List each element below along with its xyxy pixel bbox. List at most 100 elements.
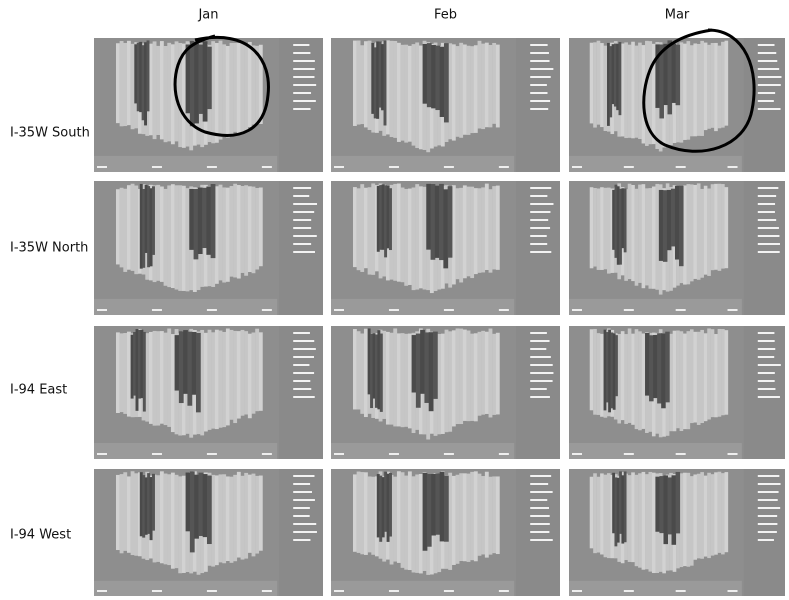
panel-tick <box>97 309 107 311</box>
panel-dark <box>614 184 618 258</box>
legend-swatch <box>757 243 780 245</box>
legend-swatch <box>757 507 781 509</box>
panel-dark <box>210 183 216 259</box>
panel-light <box>360 184 365 272</box>
legend-swatch <box>757 108 781 110</box>
panel-dark <box>667 477 673 535</box>
legend-swatch <box>757 68 780 70</box>
panel-light <box>589 187 594 269</box>
panel <box>331 469 560 596</box>
panel-dark <box>174 335 180 391</box>
panel-tick <box>675 590 686 592</box>
legend-swatch <box>757 227 779 229</box>
panel-light <box>700 40 704 136</box>
panel-dark <box>376 41 380 119</box>
panel-light <box>258 187 263 267</box>
panel-light <box>404 188 409 286</box>
legend-swatch <box>530 251 552 253</box>
panel-light <box>600 187 604 270</box>
panel-light <box>700 188 704 278</box>
panel-light <box>214 186 219 284</box>
panel-dark <box>435 45 441 111</box>
panel-light <box>404 44 409 143</box>
legend-swatch <box>293 227 312 229</box>
panel-light <box>236 185 241 279</box>
panel-dark <box>372 333 376 399</box>
panel-light <box>255 45 260 124</box>
panel-light <box>459 42 464 138</box>
panel-light <box>634 188 639 286</box>
panel-dark <box>144 477 148 535</box>
panel-light <box>689 184 694 282</box>
panel-dark <box>605 332 609 403</box>
panel-dark <box>443 475 449 542</box>
panel-light <box>437 333 442 435</box>
panel-light <box>156 475 161 562</box>
panel-light <box>152 330 157 426</box>
panel-dark <box>663 43 668 106</box>
panel-dark <box>139 472 143 537</box>
legend-swatch <box>757 251 780 253</box>
panel-light <box>163 45 168 143</box>
panel-light <box>689 45 694 137</box>
panel-light <box>218 330 223 428</box>
panel-light <box>222 44 227 137</box>
panel-tick <box>97 453 107 455</box>
panel-light <box>411 44 416 146</box>
panel-light <box>236 471 241 558</box>
legend-swatch <box>293 211 315 213</box>
panel-light <box>356 471 361 553</box>
panel-light <box>225 187 230 282</box>
panel-dark <box>149 188 153 267</box>
panel-light <box>600 333 604 417</box>
panel-dark <box>141 45 145 121</box>
legend-swatch <box>293 515 310 517</box>
panel-light <box>218 184 223 281</box>
panel-light <box>679 331 684 432</box>
panel-light <box>627 475 632 562</box>
panel-dark <box>376 185 380 252</box>
panel-light <box>488 476 493 555</box>
panel-dark <box>152 186 155 255</box>
panel-light <box>200 329 205 436</box>
legend-swatch <box>530 68 554 70</box>
panel-light <box>703 42 708 131</box>
panel-light <box>495 44 500 128</box>
column-label: Mar <box>665 8 690 23</box>
panel-light <box>363 187 368 269</box>
panel-light <box>185 188 190 292</box>
panel-light <box>115 43 120 124</box>
panel-light <box>360 472 365 555</box>
legend-swatch <box>757 203 776 205</box>
panel-legend <box>279 38 323 172</box>
panel-light <box>696 183 701 280</box>
annotation-circle <box>173 34 270 137</box>
panel-dark <box>142 189 146 268</box>
panel-light <box>444 329 449 433</box>
legend-swatch <box>293 203 318 205</box>
legend-swatch <box>293 108 311 110</box>
panel-dark <box>194 43 199 124</box>
panel-legend <box>743 181 785 315</box>
panel-light <box>495 332 500 415</box>
panel-light <box>693 43 698 137</box>
panel-dark <box>621 188 625 249</box>
panel-dark <box>386 185 390 249</box>
panel-light <box>119 187 124 268</box>
panel-dark <box>206 475 212 545</box>
panel <box>331 181 560 315</box>
panel-axis <box>94 580 278 596</box>
panel-light <box>462 473 467 562</box>
panel-dark <box>136 42 140 112</box>
panel-tick <box>727 166 738 168</box>
legend-swatch <box>293 539 311 541</box>
panel-light <box>422 186 427 290</box>
panel-light <box>596 476 601 553</box>
panel-tick <box>334 166 344 168</box>
panel-light <box>181 43 186 148</box>
panel-dark <box>142 331 146 412</box>
panel-light <box>683 472 687 567</box>
panel-light <box>247 186 252 273</box>
row-label: I-94 East <box>10 383 67 398</box>
panel-light <box>134 473 139 556</box>
